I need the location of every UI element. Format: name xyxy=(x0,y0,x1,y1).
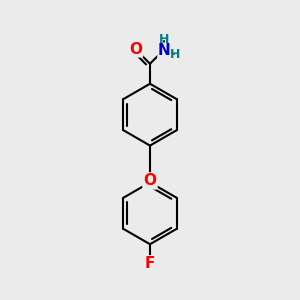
Text: N: N xyxy=(158,43,171,58)
Text: H: H xyxy=(170,48,181,61)
Text: H: H xyxy=(159,33,170,46)
Text: F: F xyxy=(145,256,155,271)
Text: O: O xyxy=(143,173,157,188)
Text: O: O xyxy=(129,42,142,57)
